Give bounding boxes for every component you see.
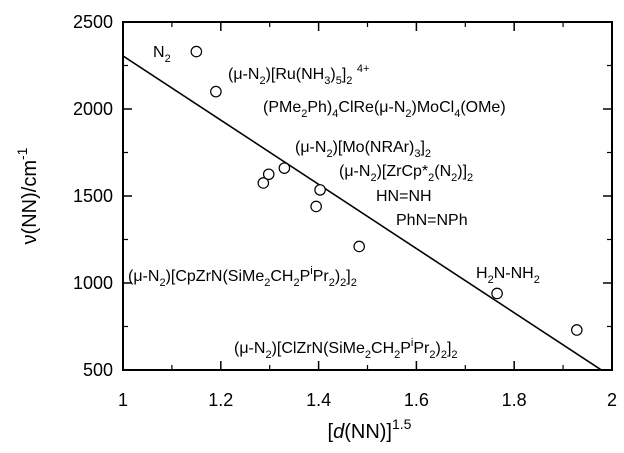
fit-line (123, 55, 603, 370)
data-point (190, 45, 203, 58)
data-point (257, 177, 270, 189)
data-point (314, 184, 326, 196)
data-point (278, 162, 291, 174)
y-tick-label: 2500 (73, 12, 113, 32)
data-point (262, 168, 275, 181)
annotation-n2: N2 (153, 44, 171, 65)
annotation-mo: (μ-N2)[Mo(NRAr)3]2 (295, 139, 431, 160)
data-point (310, 200, 322, 213)
x-tick-label: 1 (118, 390, 128, 410)
data-point (570, 324, 583, 336)
annotation-re-mo: (PMe2Ph)4ClRe(μ-N2)MoCl4(OMe) (263, 99, 506, 120)
annotation-cpzr: (μ-N2)[CpZrN(SiMe2CH2PiPr2)2]2 (128, 265, 357, 289)
y-tick-label: 1500 (73, 186, 113, 206)
y-tick-label: 500 (83, 360, 113, 380)
annotation-diazene: HN=NH (376, 188, 432, 205)
data-point (210, 85, 222, 98)
y-tick-label: 1000 (73, 273, 113, 293)
x-tick-label: 1.4 (306, 390, 331, 410)
annotation-ru: (μ-N2)[Ru(NH3)5]2 4+ (228, 63, 369, 87)
y-tick-label: 2000 (73, 99, 113, 119)
data-point (491, 287, 503, 300)
x-axis-label: [d(NN)]1.5 (328, 416, 412, 443)
annotation-azobenz: PhN=NPh (396, 212, 468, 229)
data-point (353, 240, 365, 253)
x-tick-label: 1.8 (502, 390, 527, 410)
x-tick-label: 2 (607, 390, 617, 410)
x-tick-label: 1.2 (208, 390, 233, 410)
annotation-zrcp: (μ-N2)[ZrCp*2(N2)]2 (339, 163, 473, 184)
annotation-clzr: (μ-N2)[ClZrN(SiMe2CH2PiPr2)2]2 (234, 337, 458, 361)
x-tick-label: 1.6 (404, 390, 429, 410)
y-axis-label: ν(NN)/cm-1 (14, 147, 41, 244)
annotation-hydraz: H2N-NH2 (476, 265, 540, 286)
